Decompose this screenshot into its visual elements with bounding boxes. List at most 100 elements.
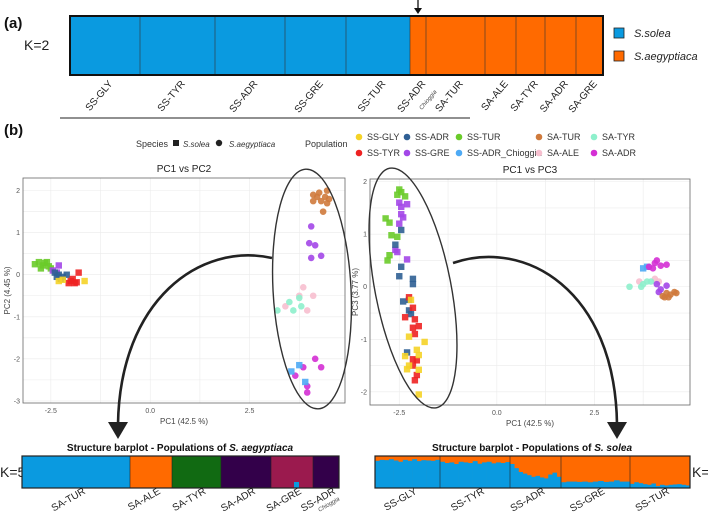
data-point <box>398 203 405 211</box>
data-point <box>401 193 409 200</box>
data-point <box>59 276 66 283</box>
data-point <box>384 257 391 264</box>
population-legend-label: SS-TUR <box>467 132 501 142</box>
panel-a-segment <box>215 16 285 75</box>
population-legend-title: Population <box>305 139 348 149</box>
data-point <box>313 193 321 201</box>
data-point <box>295 294 303 302</box>
data-point <box>653 257 661 264</box>
data-point <box>647 278 655 285</box>
individual-bar <box>566 481 572 488</box>
y-tick-label: 0 <box>363 284 367 291</box>
panel-a-segment <box>485 16 516 75</box>
x-tick-label: 2.5 <box>245 408 255 415</box>
data-point <box>396 199 403 206</box>
data-point <box>41 259 49 267</box>
data-point <box>317 363 325 371</box>
x-axis-label: PC1 (42.5 %) <box>506 419 554 428</box>
individual-bar <box>398 461 404 488</box>
y-tick-label: 2 <box>363 179 367 186</box>
solea-barplot-title: Structure barplot - Populations of S. so… <box>432 443 632 454</box>
individual-bar <box>664 485 669 488</box>
individual-bar <box>379 459 385 488</box>
plot-frame <box>22 177 346 404</box>
plot-area <box>370 179 690 405</box>
legend-swatch-s-solea <box>613 27 625 39</box>
data-point <box>657 262 665 270</box>
population-legend-label: SS-GLY <box>367 132 399 142</box>
population-label: SS-ADR <box>509 486 547 514</box>
individual-bar <box>402 459 408 488</box>
data-point <box>409 356 417 363</box>
population-label: SA-TUR <box>50 486 88 514</box>
data-point <box>401 314 409 321</box>
individual-bar <box>440 461 445 488</box>
individual-bar <box>500 463 506 488</box>
population-legend-label: SA-TYR <box>602 132 636 142</box>
data-point <box>311 241 319 249</box>
population-label: SS-ADR <box>228 79 261 115</box>
circle-icon <box>215 139 223 147</box>
individual-bar <box>482 462 487 488</box>
individual-bar <box>421 460 427 488</box>
data-point <box>73 279 80 286</box>
individual-bar <box>527 475 532 488</box>
population-label: SA-ALE <box>480 79 512 114</box>
data-point <box>309 292 317 300</box>
population-label: SS-TYR <box>449 486 486 514</box>
panel-b-letter: (b) <box>4 122 23 139</box>
data-point <box>405 333 413 340</box>
individual-bar <box>614 480 620 488</box>
population-legend-label: SA-TUR <box>547 132 581 142</box>
individual-bar <box>592 481 599 488</box>
solea-structure-bar: SS-GLY SS-TYR SS-ADR SS-GRE SS-TUR <box>374 455 691 515</box>
panel-a-segment <box>140 16 215 75</box>
data-point <box>655 288 663 296</box>
plot-title: PC1 vs PC3 <box>503 165 558 176</box>
individual-bar <box>651 483 657 488</box>
individual-bar <box>685 485 691 488</box>
data-point <box>663 261 670 268</box>
x-tick-label: 0.0 <box>492 410 502 417</box>
ss-cluster-ellipse <box>368 167 458 409</box>
data-point <box>637 283 645 291</box>
y-tick-label: 1 <box>16 230 20 237</box>
data-point <box>317 197 325 205</box>
data-point <box>317 252 325 260</box>
data-point <box>649 265 657 272</box>
individual-bar <box>496 462 501 488</box>
population-label: SA-TYR <box>509 79 541 114</box>
data-point <box>394 248 401 256</box>
structure-segment <box>221 456 271 488</box>
data-point <box>288 368 295 375</box>
panel-a-structure-bar <box>69 15 604 76</box>
x-tick-label: 2.5 <box>590 410 600 417</box>
solea-k-label: K=2 <box>692 464 708 480</box>
data-point <box>415 391 422 398</box>
population-label: SA-ADR <box>219 486 257 514</box>
population-swatch <box>455 133 463 141</box>
panel-a-segment <box>285 16 346 75</box>
data-point <box>274 307 281 314</box>
species-legend-title: Species <box>136 139 169 149</box>
population-legend-label: SA-ALE <box>547 148 579 158</box>
individual-bar <box>552 472 558 488</box>
data-point <box>303 307 311 314</box>
arrow-to-aegyptiaca-barplot-icon <box>108 254 273 439</box>
panel-a-k-label: K=2 <box>24 37 50 53</box>
data-point <box>398 263 405 270</box>
panel-a-segment <box>576 16 603 75</box>
individual-bar <box>505 462 511 488</box>
data-point <box>51 269 59 276</box>
bar-frame <box>374 455 691 489</box>
data-point <box>382 215 389 222</box>
legend-label-s-aegyptiaca: S.aegyptiaca <box>634 51 698 63</box>
individual-bar <box>571 481 578 488</box>
individual-bar <box>556 476 562 488</box>
arrow-to-solea-barplot-icon <box>452 255 627 439</box>
data-point <box>386 252 393 259</box>
data-point <box>409 324 417 331</box>
individual-bar <box>677 484 682 488</box>
data-point <box>307 254 315 262</box>
individual-bar <box>598 480 604 488</box>
